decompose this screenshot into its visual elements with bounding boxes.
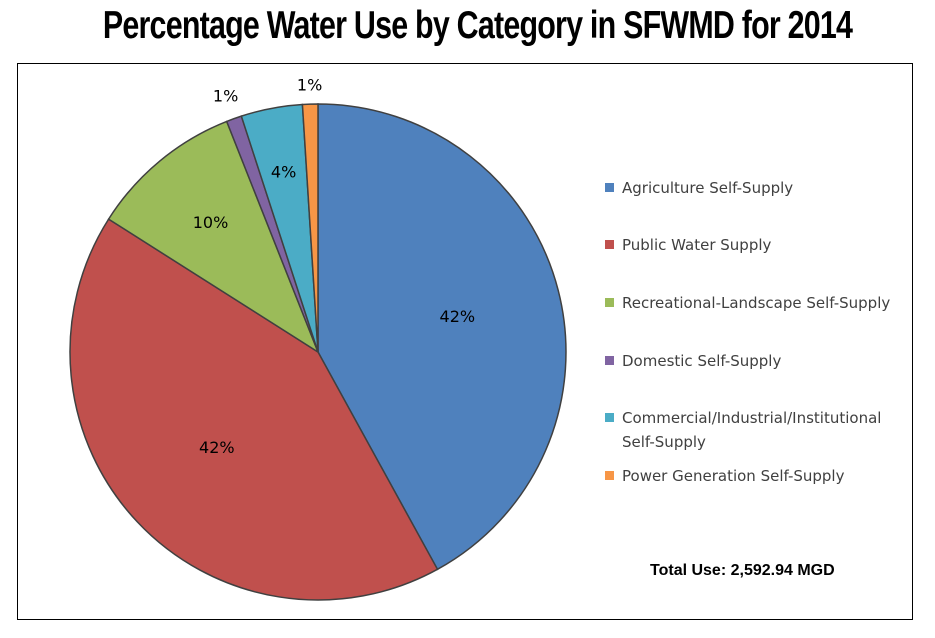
legend-label-agriculture: Agriculture Self-Supply (622, 179, 794, 197)
pie-slice-6 (301, 103, 319, 353)
chart-title: Percentage Water Use by Category in SFWM… (102, 4, 853, 47)
pie-slice-label-1: 42% (440, 307, 476, 326)
pie-slice-1 (317, 103, 567, 571)
legend-swatch-power (605, 471, 614, 480)
pie-slice-label-6: 1% (297, 75, 322, 94)
legend-swatch-public-water (605, 240, 614, 249)
legend-label-commercial-line2: Self-Supply (622, 433, 706, 451)
legend-swatch-domestic (605, 356, 614, 365)
pie-slice-label-5: 4% (271, 163, 296, 182)
legend-swatch-recreational (605, 298, 614, 307)
pie-slice-label-2: 42% (199, 438, 235, 457)
pie-slice-2 (69, 218, 439, 601)
legend-swatch-agriculture (605, 183, 614, 192)
pie-slice-3 (107, 120, 320, 354)
legend-label-recreational: Recreational-Landscape Self-Supply (622, 294, 891, 312)
legend-label-public-water: Public Water Supply (622, 236, 772, 254)
legend-label-power: Power Generation Self-Supply (622, 467, 845, 485)
total-use-annotation: Total Use: 2,592.94 MGD (650, 562, 835, 579)
pie-slice-label-3: 10% (193, 213, 229, 232)
legend-swatch-commercial (605, 413, 614, 422)
legend-label-commercial: Commercial/Industrial/Institutional Self… (622, 406, 907, 454)
chart-area-frame (17, 63, 913, 620)
pie-slice-label-4: 1% (213, 86, 238, 105)
legend-label-domestic: Domestic Self-Supply (622, 352, 782, 370)
legend-label-commercial-line1: Commercial/Industrial/Institutional (622, 409, 882, 427)
